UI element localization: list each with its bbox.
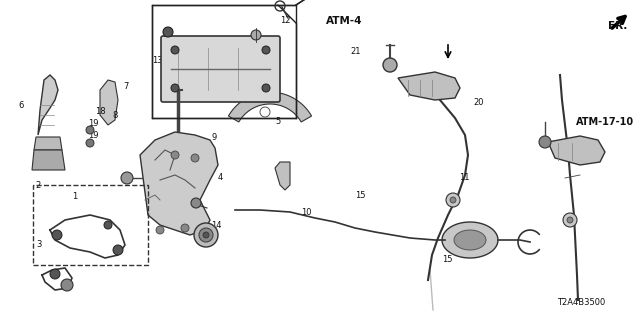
Circle shape xyxy=(121,172,133,184)
Text: 1: 1 xyxy=(72,192,77,201)
Text: 20: 20 xyxy=(474,98,484,107)
Text: 21: 21 xyxy=(351,47,361,56)
Text: 3: 3 xyxy=(36,240,42,249)
Circle shape xyxy=(567,217,573,223)
Circle shape xyxy=(52,230,62,240)
Circle shape xyxy=(171,46,179,54)
Circle shape xyxy=(104,221,112,229)
Circle shape xyxy=(539,136,551,148)
Polygon shape xyxy=(32,150,65,170)
Circle shape xyxy=(191,154,199,162)
Circle shape xyxy=(86,126,94,134)
FancyBboxPatch shape xyxy=(161,36,280,102)
Circle shape xyxy=(446,193,460,207)
Text: ATM-17-10: ATM-17-10 xyxy=(576,116,634,127)
Bar xyxy=(33,185,148,265)
Circle shape xyxy=(194,223,218,247)
Circle shape xyxy=(86,139,94,147)
Circle shape xyxy=(171,151,179,159)
Circle shape xyxy=(260,107,270,117)
Text: FR.: FR. xyxy=(608,20,627,31)
Text: 14: 14 xyxy=(211,221,221,230)
Text: 19: 19 xyxy=(88,132,98,140)
Text: 7: 7 xyxy=(123,82,128,91)
Text: ATM-4: ATM-4 xyxy=(326,16,363,26)
Text: 11: 11 xyxy=(460,173,470,182)
Text: 12: 12 xyxy=(280,16,291,25)
Text: 15: 15 xyxy=(355,191,365,200)
Polygon shape xyxy=(275,162,290,190)
Text: 19: 19 xyxy=(88,119,98,128)
Circle shape xyxy=(191,198,201,208)
Polygon shape xyxy=(454,230,486,250)
Text: 18: 18 xyxy=(95,108,106,116)
Circle shape xyxy=(563,213,577,227)
Circle shape xyxy=(163,27,173,37)
Circle shape xyxy=(251,30,261,40)
Text: 15: 15 xyxy=(442,255,452,264)
Circle shape xyxy=(113,245,123,255)
Circle shape xyxy=(171,84,179,92)
Circle shape xyxy=(383,58,397,72)
Polygon shape xyxy=(140,132,218,235)
Text: 17: 17 xyxy=(170,37,181,46)
Circle shape xyxy=(181,224,189,232)
Circle shape xyxy=(262,46,270,54)
Text: T2A4B3500: T2A4B3500 xyxy=(557,298,605,307)
Polygon shape xyxy=(442,222,498,258)
Text: 2: 2 xyxy=(35,181,40,190)
Text: 10: 10 xyxy=(301,208,311,217)
Circle shape xyxy=(199,228,213,242)
Circle shape xyxy=(156,226,164,234)
Polygon shape xyxy=(398,72,460,100)
Circle shape xyxy=(262,84,270,92)
Polygon shape xyxy=(38,75,58,135)
Text: 17: 17 xyxy=(237,76,248,84)
Circle shape xyxy=(203,232,209,238)
Polygon shape xyxy=(100,80,118,125)
Polygon shape xyxy=(228,92,312,122)
Circle shape xyxy=(50,269,60,279)
Bar xyxy=(152,5,296,118)
Text: 5: 5 xyxy=(275,117,280,126)
Polygon shape xyxy=(548,136,605,165)
Circle shape xyxy=(450,197,456,203)
Text: 6: 6 xyxy=(18,101,23,110)
Circle shape xyxy=(61,279,73,291)
Text: 9: 9 xyxy=(211,133,216,142)
Text: 4: 4 xyxy=(218,173,223,182)
Polygon shape xyxy=(34,137,62,150)
Text: 8: 8 xyxy=(112,111,117,120)
Text: 13: 13 xyxy=(152,56,163,65)
Text: 16: 16 xyxy=(243,52,254,60)
